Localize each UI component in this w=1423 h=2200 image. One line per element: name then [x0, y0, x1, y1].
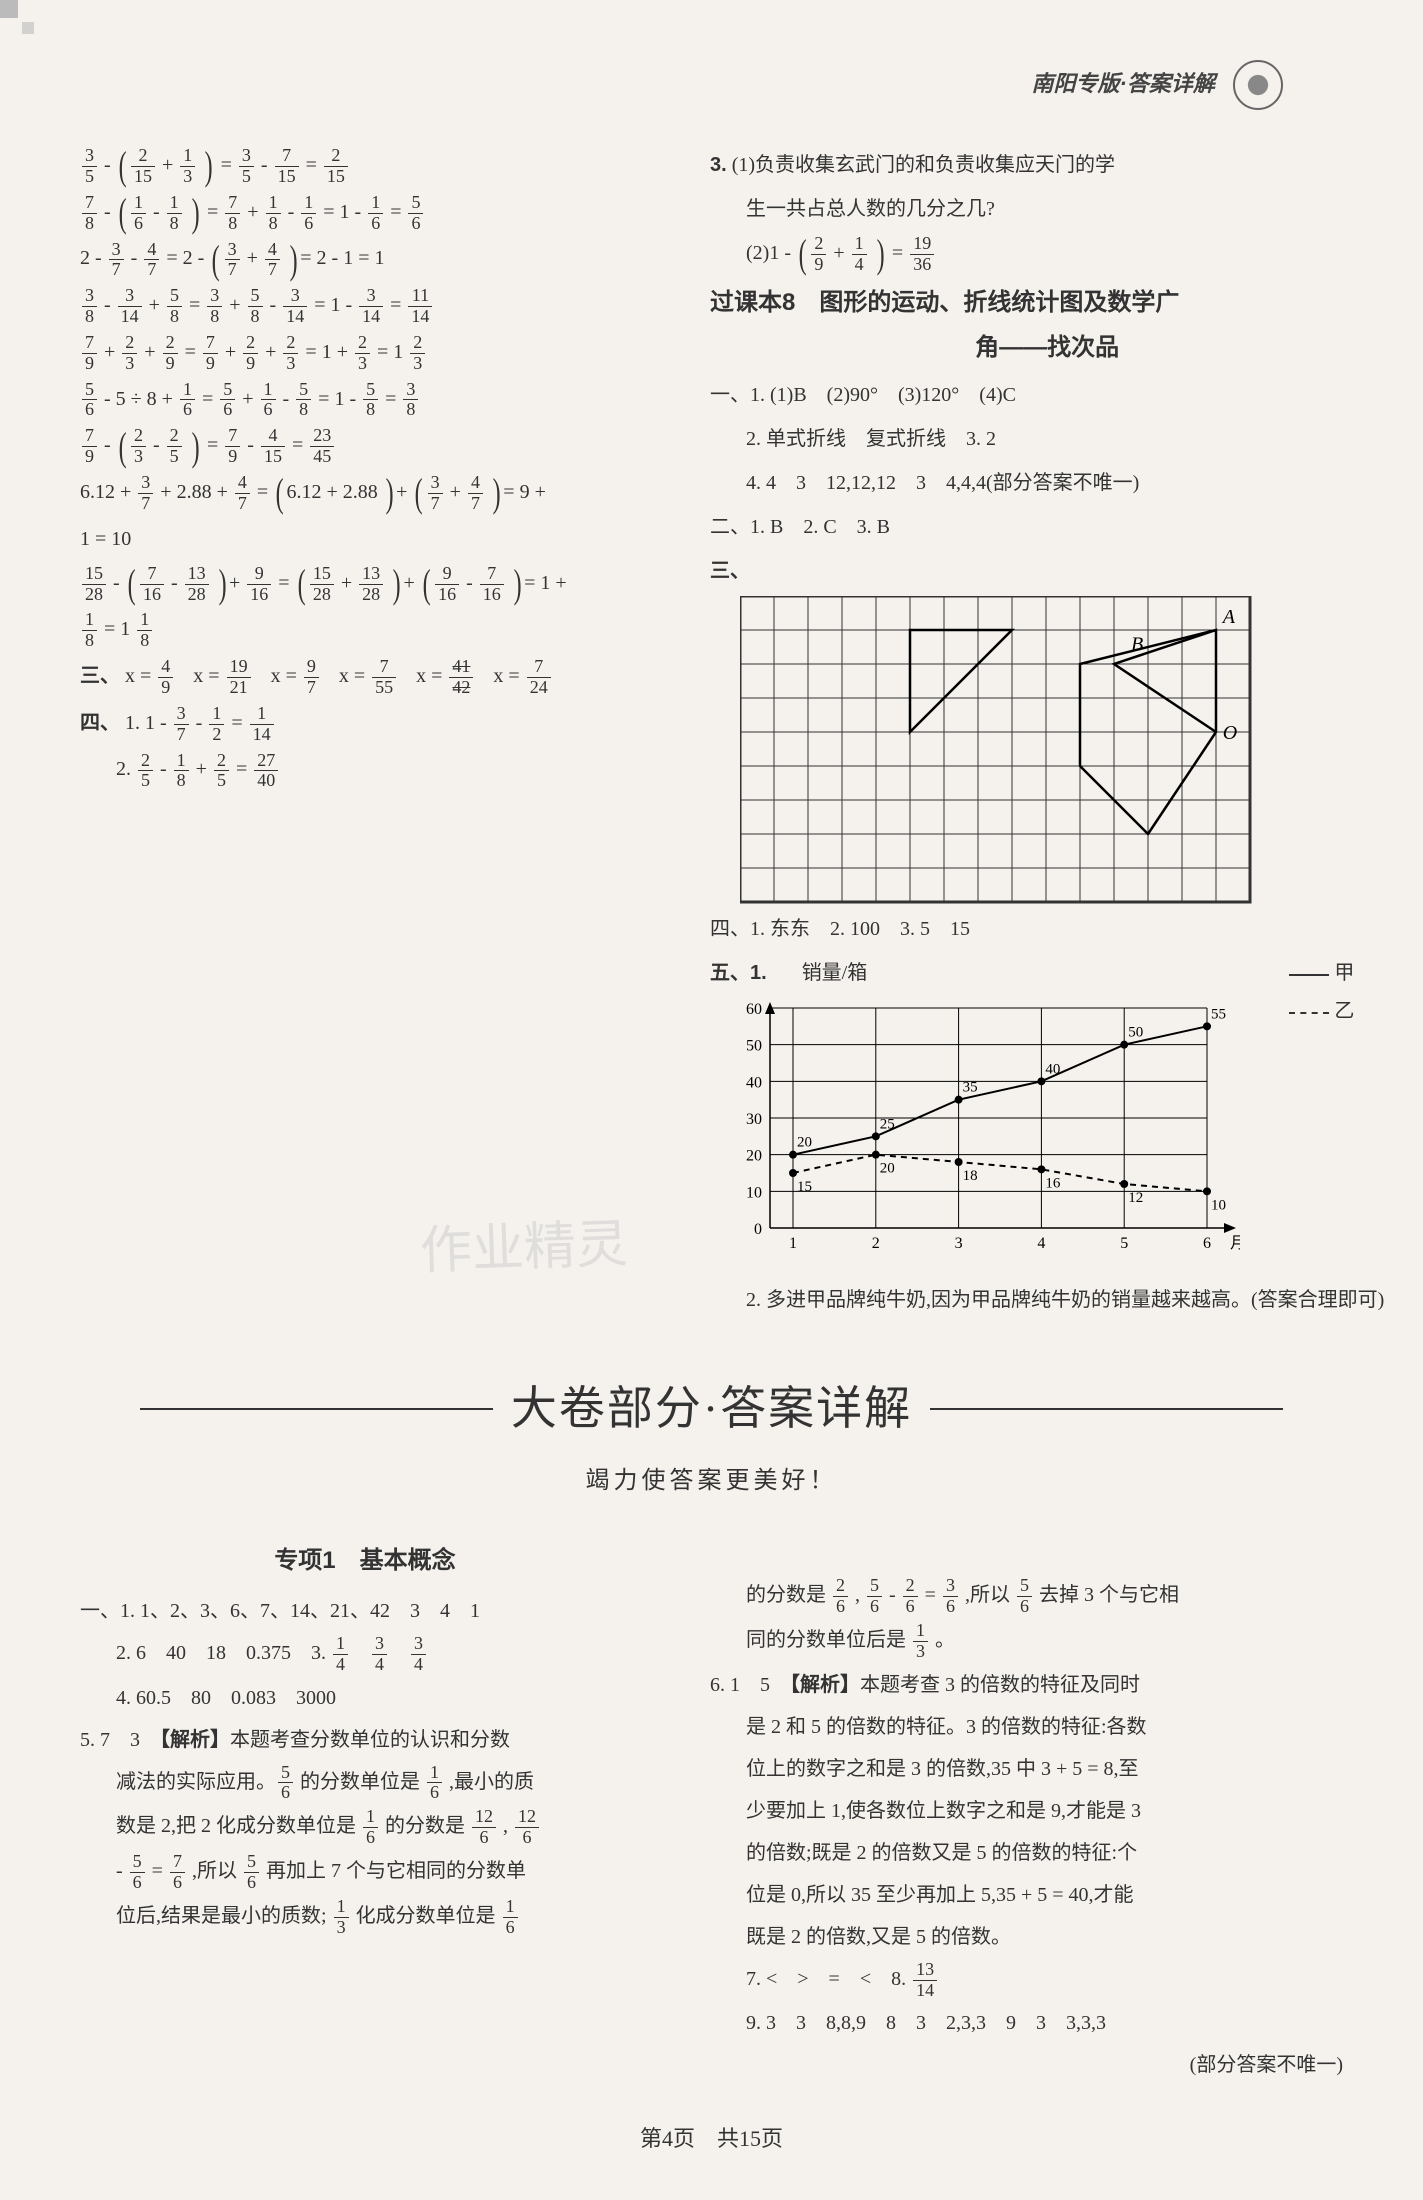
lower-two-columns: 专项1 基本概念 一、1. 1、2、3、6、7、14、21、42 3 4 1 2.…	[80, 1514, 1343, 2088]
l8-wu-label: 五、1.	[710, 962, 767, 984]
header-title: 南阳专版·答案详解	[1032, 71, 1215, 96]
svg-text:40: 40	[1045, 1062, 1060, 1078]
zx-item9b: (部分答案不唯一)	[710, 2046, 1343, 2084]
zx-item6-lead: 6. 1 5 【解析】本题考查 3 的倍数的特征及同时	[710, 1666, 1343, 1704]
svg-text:35: 35	[963, 1080, 978, 1096]
si-item-2: 2. 25 - 18 + 25 = 2740	[116, 758, 280, 780]
svg-text:60: 60	[746, 1001, 762, 1018]
big-subtitle: 竭力使答案更美好！	[80, 1459, 1343, 1505]
lesson8-title: 过课本8 图形的运动、折线统计图及数学广	[710, 285, 1384, 321]
svg-text:2: 2	[872, 1235, 880, 1252]
equation-list: 35 - (215 + 13 ) = 35 - 715 = 215 78 - (…	[80, 146, 650, 651]
san-label: 三、	[80, 665, 120, 687]
svg-text:B: B	[1131, 634, 1143, 656]
zx-line: 4. 60.5 80 0.083 3000	[80, 1679, 650, 1717]
l8-yi-2: 2. 单式折线 复式折线 3. 2	[710, 420, 1384, 458]
rule-left	[140, 1408, 493, 1410]
svg-text:3: 3	[955, 1235, 963, 1252]
svg-text:10: 10	[1211, 1198, 1226, 1214]
svg-text:20: 20	[797, 1135, 812, 1151]
svg-text:50: 50	[746, 1038, 762, 1055]
svg-text:4: 4	[1037, 1235, 1045, 1252]
equation: 38 - 314 + 58 = 38 + 58 - 314 = 1 - 314 …	[80, 286, 650, 327]
svg-text:15: 15	[797, 1179, 812, 1195]
rule-right	[930, 1408, 1283, 1410]
zx-line: 2. 6 40 18 0.375 3. 14 34 34	[80, 1634, 650, 1675]
grid-diagram: A B O	[740, 596, 1252, 904]
svg-text:月份: 月份	[1230, 1234, 1240, 1252]
q3-line1b: 生一共占总人数的几分之几?	[710, 190, 1384, 228]
q3-block: 3. (1)负责收集玄武门的和负责收集应天门的学 生一共占总人数的几分之几? (…	[710, 146, 1384, 275]
zx-item7: 7. < > = < 8. 1314	[710, 1960, 1343, 2001]
equation: 2 - 37 - 47 = 2 - (37 + 47 )= 2 - 1 = 1	[80, 239, 650, 280]
section-si-left: 四、 1. 1 - 37 - 12 = 114 2. 25 - 18 + 25 …	[80, 704, 650, 791]
upper-two-columns: 35 - (215 + 13 ) = 35 - 715 = 215 78 - (…	[80, 140, 1343, 1325]
svg-text:0: 0	[754, 1221, 762, 1238]
legend-line-solid	[1289, 974, 1329, 976]
svg-text:6: 6	[1203, 1235, 1211, 1252]
zx-left-lines: 一、1. 1、2、3、6、7、14、21、42 3 4 1 2. 6 40 18 …	[80, 1592, 650, 1717]
svg-text:30: 30	[746, 1111, 762, 1128]
svg-text:20: 20	[880, 1161, 895, 1177]
zx-item5-body: 减法的实际应用。56 的分数单位是 16 ,最小的质数是 2,把 2 化成分数单…	[80, 1763, 650, 1938]
si-label: 四、	[80, 712, 120, 734]
equation: 79 + 23 + 29 = 79 + 29 + 23 = 1 + 23 = 1…	[80, 333, 650, 374]
svg-text:40: 40	[746, 1075, 762, 1092]
zx-right-cont: 的分数是 26 , 56 - 26 = 36 ,所以 56 去掉 3 个与它相同…	[710, 1576, 1343, 1661]
big-section-title: 大卷部分·答案详解 竭力使答案更美好！	[80, 1365, 1343, 1504]
q3-num: 3.	[710, 154, 727, 176]
svg-text:25: 25	[880, 1117, 895, 1133]
chart-ylabel: 销量/箱	[802, 962, 868, 984]
chart-svg: 0102030405060123456月份2025354050551520181…	[720, 998, 1240, 1258]
page-header: 南阳专版·答案详解	[80, 60, 1343, 110]
svg-text:A: A	[1221, 606, 1236, 628]
si-item-1: 1. 1 - 37 - 12 = 114	[125, 712, 276, 734]
q3-line1: (1)负责收集玄武门的和负责收集应天门的学	[732, 154, 1115, 176]
corner-decoration	[0, 0, 40, 40]
svg-text:55: 55	[1211, 1007, 1226, 1023]
svg-text:16: 16	[1045, 1176, 1061, 1192]
san-values: x = 49x = 1921x = 97x = 755x = 4142x = 7…	[125, 665, 571, 687]
equation: 78 - (16 - 18 ) = 78 + 18 - 16 = 1 - 16 …	[80, 193, 650, 234]
equation: 79 - (23 - 25 ) = 79 - 415 = 2345	[80, 426, 650, 467]
legend-jia: 甲	[1334, 962, 1354, 984]
page-footer: 第4页 共15页	[80, 2118, 1343, 2160]
equation: 1 = 10	[80, 520, 650, 558]
svg-text:18: 18	[963, 1168, 978, 1184]
svg-text:20: 20	[746, 1148, 762, 1165]
section-san: 三、 x = 49x = 1921x = 97x = 755x = 4142x …	[80, 657, 650, 698]
q3-line2: (2)1 - (29 + 14 ) = 1936	[710, 234, 1384, 275]
left-column: 35 - (215 + 13 ) = 35 - 715 = 215 78 - (…	[80, 140, 650, 1325]
l8-yi-1: 一、1. (1)B (2)90° (3)120° (4)C	[710, 376, 1384, 414]
equation: 1528 - (716 - 1328 )+ 916 = (1528 + 1328…	[80, 564, 650, 605]
zx-item6-body: 是 2 和 5 的倍数的特征。3 的倍数的特征:各数位上的数字之和是 3 的倍数…	[710, 1708, 1343, 1956]
equation: 18 = 1 18	[80, 610, 650, 651]
zx-item9: 9. 3 3 8,8,9 8 3 2,3,3 9 3 3,3,3	[710, 2004, 1343, 2042]
right-column: 3. (1)负责收集玄武门的和负责收集应天门的学 生一共占总人数的几分之几? (…	[710, 140, 1384, 1325]
l8-si: 四、1. 东东 2. 100 3. 5 15	[710, 910, 1384, 948]
svg-text:12: 12	[1128, 1190, 1143, 1206]
lower-left: 专项1 基本概念 一、1. 1、2、3、6、7、14、21、42 3 4 1 2.…	[80, 1514, 650, 2088]
l8-san-label: 三、	[710, 560, 750, 582]
equation: 6.12 + 37 + 2.88 + 47 = (6.12 + 2.88 )+ …	[80, 473, 650, 514]
equation: 56 - 5 ÷ 8 + 16 = 56 + 16 - 58 = 1 - 58 …	[80, 380, 650, 421]
equation: 35 - (215 + 13 ) = 35 - 715 = 215	[80, 146, 650, 187]
lesson8-title2: 角——找次品	[710, 325, 1384, 371]
l8-yi-3: 4. 4 3 12,12,12 3 4,4,4(部分答案不唯一)	[710, 464, 1384, 502]
lower-right: 的分数是 26 , 56 - 26 = 36 ,所以 56 去掉 3 个与它相同…	[710, 1514, 1343, 2088]
svg-text:5: 5	[1120, 1235, 1128, 1252]
zx-item5-lead: 5. 7 3 【解析】本题考查分数单位的认识和分数	[80, 1721, 650, 1759]
svg-text:1: 1	[789, 1235, 797, 1252]
svg-text:10: 10	[746, 1185, 762, 1202]
line-chart: 0102030405060123456月份2025354050551520181…	[720, 998, 1384, 1271]
svg-text:50: 50	[1128, 1025, 1143, 1041]
l8-wu2: 2. 多进甲品牌纯牛奶,因为甲品牌纯牛奶的销量越来越高。(答案合理即可)	[710, 1281, 1384, 1319]
big-title-text: 大卷部分·答案详解	[511, 1365, 912, 1452]
zx-title: 专项1 基本概念	[80, 1538, 650, 1584]
l8-er: 二、1. B 2. C 3. B	[710, 508, 1384, 546]
zx-line: 一、1. 1、2、3、6、7、14、21、42 3 4 1	[80, 1592, 650, 1630]
svg-text:O: O	[1223, 722, 1237, 744]
